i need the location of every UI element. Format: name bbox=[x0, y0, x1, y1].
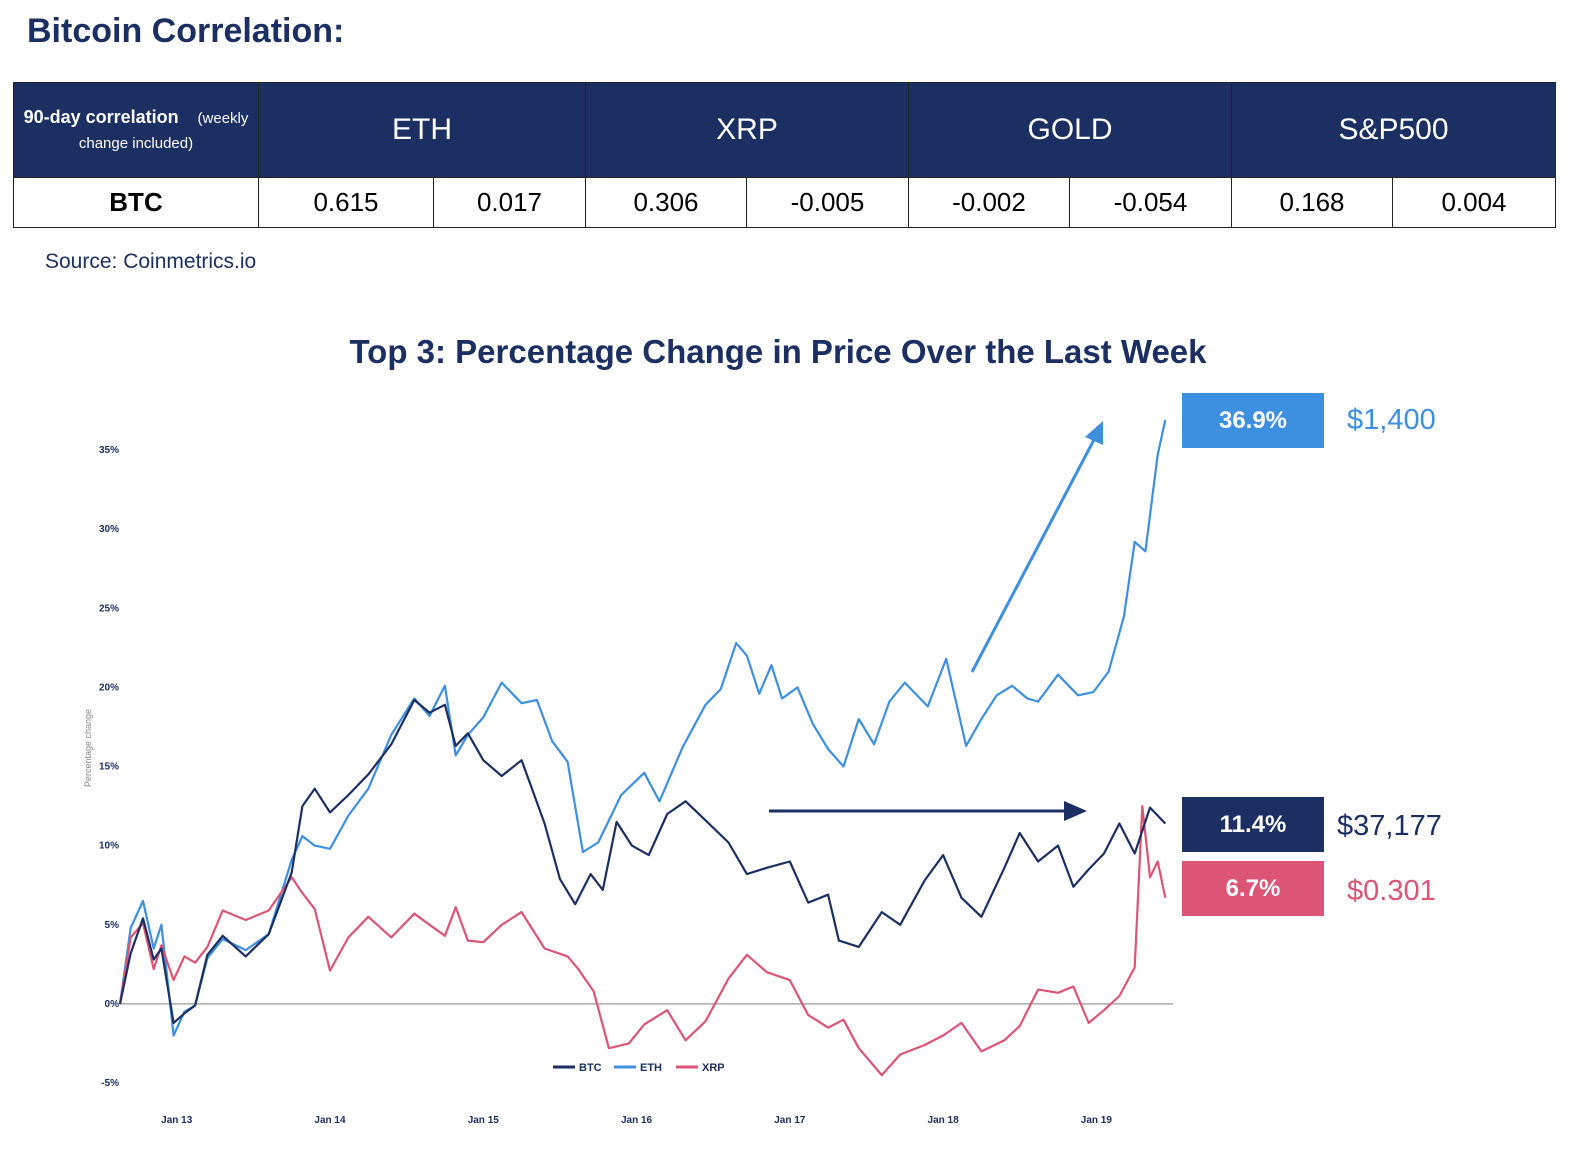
eth-correlation: 0.615 bbox=[258, 177, 434, 228]
xrp-price: $0.301 bbox=[1347, 875, 1436, 907]
xrp-correlation: 0.306 bbox=[585, 177, 747, 228]
y-tick-label: -5% bbox=[101, 1078, 119, 1089]
legend-item-eth: ETH bbox=[614, 1062, 662, 1074]
column-header-sp500: S&P500 bbox=[1231, 82, 1556, 178]
correlation-table: 90-day correlation (weekly change includ… bbox=[13, 82, 1556, 228]
source-note: Source: Coinmetrics.io bbox=[45, 250, 257, 273]
sp500-correlation: 0.168 bbox=[1231, 177, 1393, 228]
xrp-change-badge: 6.7% bbox=[1182, 861, 1324, 916]
eth-change-badge: 36.9% bbox=[1182, 393, 1324, 448]
header-main-label: 90-day correlation bbox=[23, 106, 179, 127]
x-tick-label: Jan 16 bbox=[621, 1115, 653, 1126]
y-axis: 35% 30% 25% 20% 15% 10% 5% 0% -5% bbox=[99, 445, 119, 1089]
y-tick-label: 30% bbox=[99, 524, 119, 535]
series-lines bbox=[118, 419, 1167, 1077]
table-header-row: 90-day correlation (weekly change includ… bbox=[13, 82, 1556, 178]
btc-trend-arrow bbox=[769, 801, 1087, 821]
legend-label: ETH bbox=[640, 1062, 662, 1074]
page-title: Bitcoin Correlation: bbox=[27, 12, 345, 50]
eth-price: $1,400 bbox=[1347, 404, 1436, 436]
x-tick-label: Jan 19 bbox=[1081, 1115, 1113, 1126]
line-chart: 35%30%25%20%15%10%5%0%-5% Jan 13 Jan 14 Ja… bbox=[83, 419, 1173, 1126]
y-tick-label: 0% bbox=[105, 999, 120, 1010]
legend-item-btc: BTC bbox=[553, 1062, 602, 1074]
btc-price: $37,177 bbox=[1337, 810, 1442, 842]
column-header-eth: ETH bbox=[258, 82, 586, 178]
x-tick-label: Jan 18 bbox=[928, 1115, 960, 1126]
btc-change-badge: 11.4% bbox=[1182, 797, 1324, 852]
table-row: BTC 0.615 0.017 0.306 -0.005 -0.002 -0.0… bbox=[13, 177, 1556, 228]
gold-correlation: -0.002 bbox=[908, 177, 1070, 228]
eth-weekly-change: 0.017 bbox=[433, 177, 586, 228]
x-axis: Jan 13 Jan 14 Jan 15 Jan 16 Jan 17 Jan 18 Jan … bbox=[161, 1115, 1112, 1126]
y-tick-label: 20% bbox=[99, 682, 119, 693]
y-tick-label: 25% bbox=[99, 603, 119, 614]
eth-trend-arrow bbox=[970, 421, 1103, 673]
x-tick-label: Jan 14 bbox=[314, 1115, 346, 1126]
x-tick-label: Jan 13 bbox=[161, 1115, 193, 1126]
x-tick-label: Jan 15 bbox=[468, 1115, 500, 1126]
header-note-a: (weekly bbox=[197, 109, 249, 127]
y-axis-label: Percentage change bbox=[83, 709, 93, 787]
legend-label: XRP bbox=[702, 1062, 725, 1074]
header-label-cell: 90-day correlation (weekly change includ… bbox=[13, 82, 259, 178]
header-note-b: change included) bbox=[78, 134, 194, 152]
sp500-weekly-change: 0.004 bbox=[1392, 177, 1556, 228]
chart-title: Top 3: Percentage Change in Price Over t… bbox=[349, 333, 1207, 370]
column-header-xrp: XRP bbox=[585, 82, 909, 178]
y-tick-label: 35% bbox=[99, 445, 119, 456]
x-tick-label: Jan 17 bbox=[774, 1115, 806, 1126]
legend-label: BTC bbox=[579, 1062, 602, 1074]
y-tick-label: 10% bbox=[99, 841, 119, 852]
y-tick-label: 5% bbox=[105, 920, 120, 931]
series-line-btc bbox=[118, 698, 1167, 1025]
gold-weekly-change: -0.054 bbox=[1069, 177, 1232, 228]
legend-item-xrp: XRP bbox=[676, 1062, 725, 1074]
row-label-btc: BTC bbox=[13, 177, 259, 228]
series-line-xrp bbox=[118, 805, 1167, 1077]
chart-legend: BTC ETH XRP bbox=[553, 1062, 725, 1074]
series-line-eth bbox=[118, 419, 1167, 1037]
y-tick-label: 15% bbox=[99, 762, 119, 773]
xrp-weekly-change: -0.005 bbox=[746, 177, 909, 228]
column-header-gold: GOLD bbox=[908, 82, 1232, 178]
